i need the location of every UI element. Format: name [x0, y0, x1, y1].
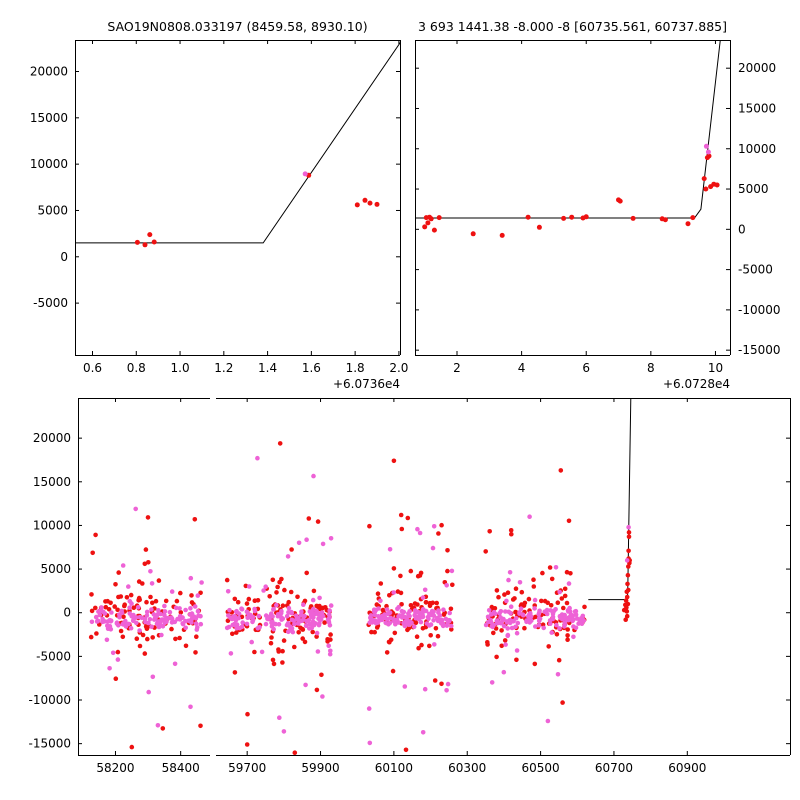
bottom-x-tick-label: 60500	[522, 761, 560, 775]
top_left-x-tick-label: 1.6	[302, 361, 321, 375]
top_right-y-tick-label: -15000	[738, 343, 781, 357]
top_left-x-tick-label: 1.8	[346, 361, 365, 375]
bottom-y-tick-label: -5000	[36, 649, 71, 663]
top_right-x-tick-label: 6	[582, 361, 590, 375]
top_right-x-tick-label: 2	[453, 361, 461, 375]
top_left-x-tick-label: 0.6	[83, 361, 102, 375]
bottom-plot: 58200 58400 59700 59900 60100 60300 60500 60700…	[28, 398, 791, 775]
bottom-x-tick-label: 58200	[96, 761, 134, 775]
top_right-x-offset-label: +6.0728e4	[663, 377, 730, 391]
top_right-y-tick-label: 10000	[738, 142, 776, 156]
top_right-x-tick-label: 4	[518, 361, 526, 375]
bottom-x-tick-label: 60900	[668, 761, 706, 775]
bottom-red-scatter	[88, 441, 632, 755]
bottom-y-tick-label: 10000	[33, 518, 71, 532]
top_right-x-tick-label: 8	[647, 361, 655, 375]
top_left-y-tick-label: 15000	[30, 111, 68, 125]
top-left-plot-title: SAO19N0808.033197 (8459.58, 8930.10)	[107, 19, 368, 34]
bottom-x-tick-label: 59900	[301, 761, 339, 775]
bottom-x-tick-label: 60700	[595, 761, 633, 775]
top_right-y-tick-label: -5000	[738, 263, 773, 277]
top-right-plot-title: 3 693 1441.38 -8.000 -8 [60735.561, 6073…	[417, 19, 728, 34]
bottom-axes-frame	[78, 398, 791, 756]
top_right-x-tick-label: 10	[708, 361, 723, 375]
bottom-y-tick-label: 0	[63, 606, 71, 620]
top_left-plot: 0.6 0.8 1.0 1.2 1.4 1.6 1.8 2.0 -5000 0 5000 10000 1…	[30, 40, 408, 391]
bottom-model-line	[588, 398, 632, 601]
bottom-y-tick-label: -10000	[28, 693, 71, 707]
top_right-red-scatter	[422, 153, 720, 238]
top_left-y-tick-label: -5000	[33, 296, 68, 310]
top_left-x-tick-label: 1.0	[171, 361, 190, 375]
top_left-y-tick-label: 10000	[30, 157, 68, 171]
bottom-y-tick-label: 20000	[33, 431, 71, 445]
top_right-model-line	[415, 40, 721, 219]
top_right-violet-scatter	[703, 143, 711, 155]
top_right-y-tick-label: 20000	[738, 61, 776, 75]
top_right-y-tick-label: 5000	[738, 182, 769, 196]
bottom-x-tick-label: 58400	[162, 761, 200, 775]
top_left-model-line	[75, 40, 401, 244]
top_right-y-tick-label: 0	[738, 222, 746, 236]
top_left-red-scatter	[134, 172, 380, 248]
top_left-axes-frame	[75, 40, 401, 356]
bottom-x-tick-label: 60100	[375, 761, 413, 775]
top_left-y-tick-label: 5000	[37, 203, 68, 217]
bottom-x-tick-label: 59700	[228, 761, 266, 775]
top_left-y-tick-label: 0	[60, 250, 68, 264]
bottom-y-tick-label: 5000	[40, 562, 71, 576]
top_left-violet-scatter	[302, 171, 308, 177]
top_left-x-tick-label: 0.8	[127, 361, 146, 375]
top_left-x-tick-label: 1.4	[258, 361, 277, 375]
top_left-y-tick-label: 20000	[30, 65, 68, 79]
bottom-x-tick-label: 60300	[448, 761, 486, 775]
bottom-violet-scatter	[89, 455, 631, 746]
top_right-axes-frame	[415, 40, 731, 356]
top_left-x-tick-label: 2.0	[389, 361, 408, 375]
top_right-y-tick-label: -10000	[738, 303, 781, 317]
bottom-y-tick-label: 15000	[33, 475, 71, 489]
top_right-plot: 2 4 6 8 10 -15000 -10000 -5000 0 5000 10000 15000 20…	[415, 40, 781, 391]
top_left-x-tick-label: 1.2	[214, 361, 233, 375]
top_left-x-offset-label: +6.0736e4	[333, 377, 400, 391]
bottom-y-tick-label: -15000	[28, 737, 71, 751]
top_right-y-tick-label: 15000	[738, 101, 776, 115]
